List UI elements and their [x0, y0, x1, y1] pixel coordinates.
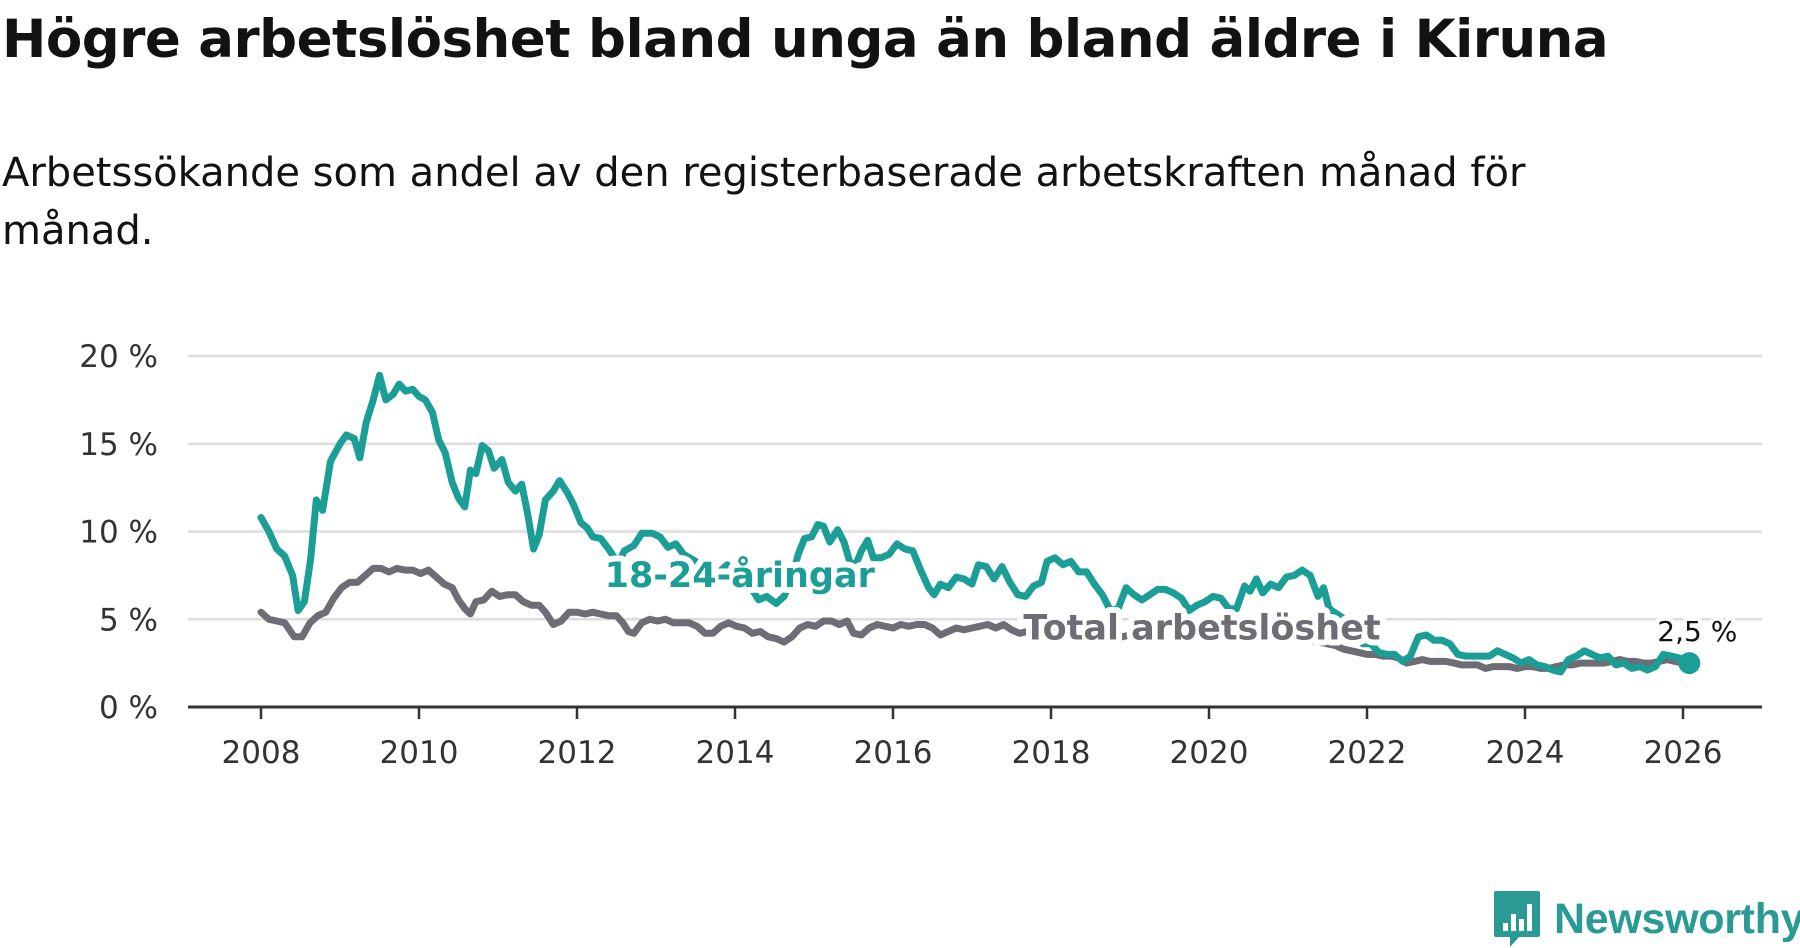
x-tick-label: 2018	[1012, 735, 1091, 771]
x-tick-label: 2026	[1644, 735, 1723, 771]
newsworthy-logo-icon	[1494, 891, 1540, 947]
y-tick-label: 20 %	[79, 339, 158, 375]
chart-title: Högre arbetslöshet bland unga än bland ä…	[2, 9, 1609, 70]
y-tick-label: 0 %	[99, 690, 158, 726]
series-line-total	[257, 564, 1693, 672]
end-value-label: 2,5 %	[1657, 615, 1737, 648]
series-label-youth: 18-24-åringar	[605, 555, 876, 596]
series-lines	[257, 371, 1693, 676]
labels: 18-24-åringar Total arbetslöshet 2,5 %	[599, 549, 1742, 655]
x-tick-label: 2008	[222, 735, 301, 771]
chart-subtitle: Arbetssökande som andel av den registerb…	[2, 150, 1526, 254]
y-tick-label: 15 %	[79, 427, 158, 463]
newsworthy-logo-text: Newsworthy	[1554, 894, 1800, 943]
y-tick-label: 5 %	[99, 602, 158, 638]
axes: 0 % 5 % 10 % 15 % 20 % 2008 2010 2012 2014 2016 20…	[79, 339, 1762, 771]
x-tick-label: 2016	[854, 735, 933, 771]
markers	[1678, 652, 1701, 675]
x-tick-label: 2024	[1486, 735, 1565, 771]
x-tick-label: 2010	[380, 735, 459, 771]
newsworthy-logo: Newsworthy	[1493, 890, 1800, 948]
y-tick-label: 10 %	[79, 515, 158, 551]
gridlines	[188, 354, 1762, 621]
line-chart: 0 % 5 % 10 % 15 % 20 % 2008 2010 2012 2014 2016 20…	[79, 339, 1762, 771]
x-tick-label: 2012	[538, 735, 617, 771]
x-tick-label: 2022	[1328, 735, 1407, 771]
x-tick-label: 2020	[1170, 735, 1249, 771]
series-label-total: Total arbetslöshet	[1023, 608, 1380, 648]
x-tick-label: 2014	[696, 735, 775, 771]
series-line-youth	[257, 371, 1693, 676]
end-point-marker	[1678, 652, 1701, 675]
